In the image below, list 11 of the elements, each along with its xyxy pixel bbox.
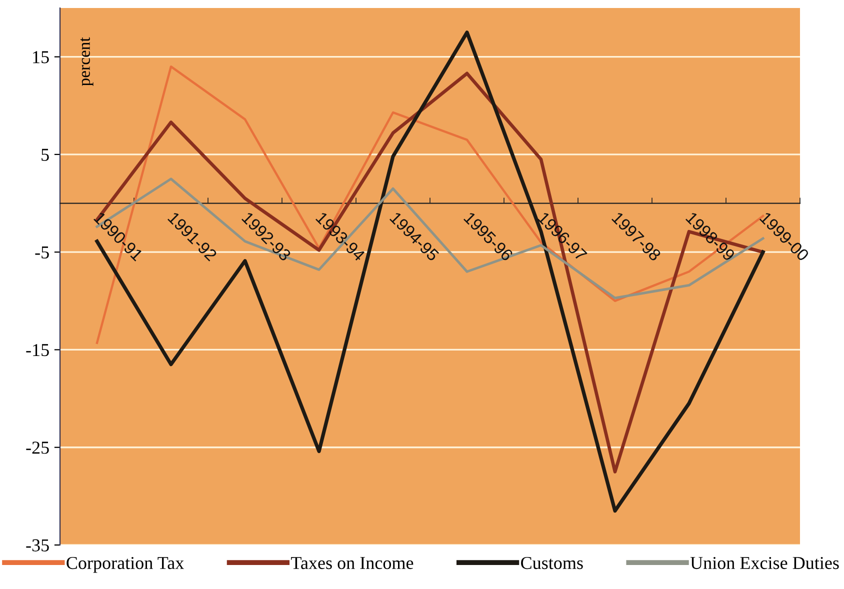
y-axis-title: percent	[80, 37, 94, 86]
y-tick-label: -15	[26, 344, 49, 356]
y-tick-label: -35	[26, 539, 49, 552]
legend-label: Corporation Tax	[66, 556, 184, 573]
y-tick-label: 15	[33, 51, 49, 64]
legend-label: Taxes on Income	[291, 557, 414, 570]
y-tick-label: 5	[42, 148, 49, 161]
y-tick-label: -25	[26, 442, 49, 454]
legend-label: Union Excise Duties	[690, 556, 839, 570]
legend-label: Customs	[521, 556, 583, 570]
y-tick-label: -5	[35, 246, 49, 259]
